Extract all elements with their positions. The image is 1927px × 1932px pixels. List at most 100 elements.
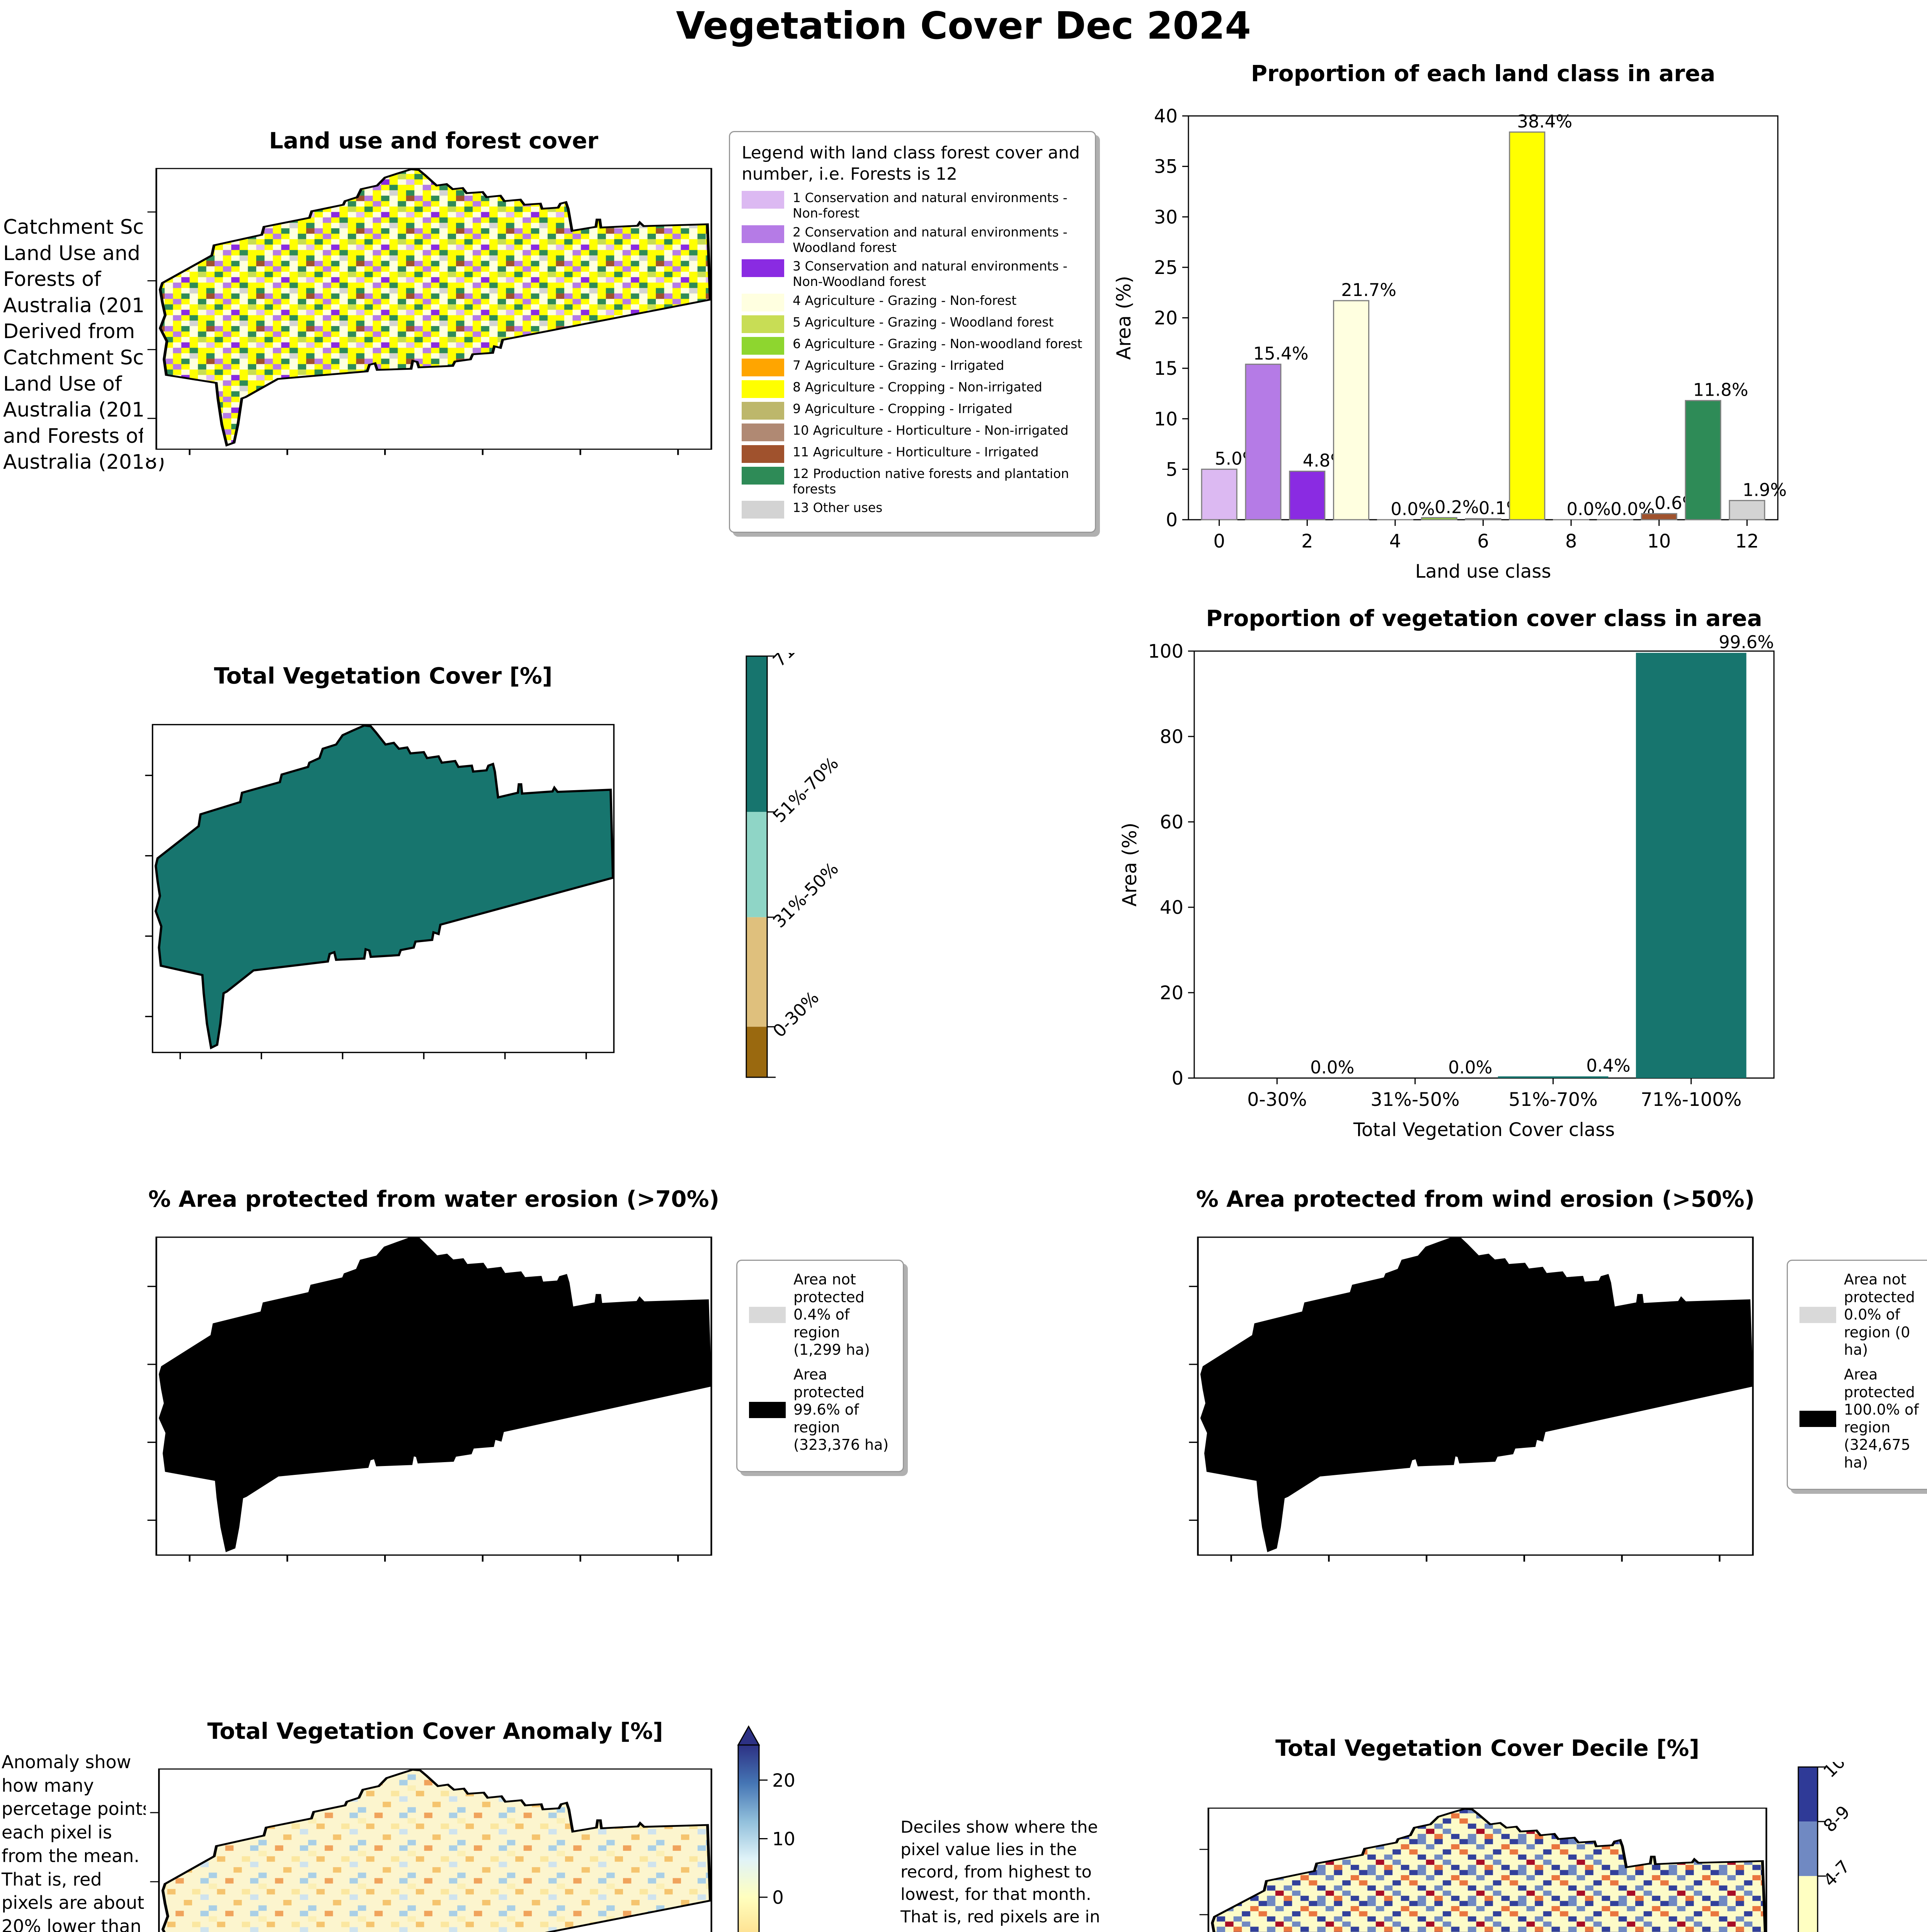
plot-frame	[1193, 650, 1775, 1079]
y-tick-label: 25	[1154, 257, 1178, 279]
wind-map-title: % Area protected from wind erosion (>50%…	[1196, 1186, 1755, 1212]
x-tick-label: 4	[1389, 531, 1401, 552]
bar-value-label: 0.0%	[1391, 499, 1435, 519]
legend-item: 1 Conservation and natural environments …	[742, 190, 1083, 221]
legend-swatch	[742, 293, 784, 311]
colorbar-arrow-top	[737, 1725, 760, 1746]
colorbar-segment	[746, 656, 767, 812]
colorbar-segment	[1798, 1767, 1818, 1822]
vegcover-map-title: Total Vegetation Cover [%]	[214, 663, 553, 689]
colorbar-label: 10	[1819, 1762, 1849, 1782]
x-tick-label: 12	[1735, 531, 1759, 552]
legend-label: 10 Agriculture - Horticulture - Non-irri…	[793, 422, 1069, 438]
decile-note: Deciles show where the pixel value lies …	[901, 1818, 1117, 1932]
y-axis-label: Area (%)	[1113, 276, 1135, 360]
y-axis-label: Area (%)	[1118, 823, 1141, 906]
legend-label: Area not protected 0.4% of region (1,299…	[793, 1271, 870, 1359]
vegcover-colorbar: 71%-100% 51%-70% 31%-50% 0-30%	[746, 653, 850, 1078]
colorbar-tick-label: 0	[772, 1887, 784, 1908]
x-tick-label: 31%-50%	[1370, 1089, 1460, 1111]
x-axis-label: Land use class	[1415, 561, 1551, 582]
legend-item: 7 Agriculture - Grazing - Irrigated	[742, 358, 1083, 376]
bar-value-label: 0.2%	[1435, 497, 1479, 517]
legend-label: 7 Agriculture - Grazing - Irrigated	[793, 357, 1004, 373]
legend-swatch	[1799, 1306, 1836, 1323]
legend-item: 13 Other uses	[742, 500, 1083, 519]
legend-item: 5 Agriculture - Grazing - Woodland fores…	[742, 315, 1083, 333]
x-tick-label: 0	[1213, 531, 1225, 552]
colorbar-tick-label: 10	[772, 1828, 795, 1850]
legend-item: 12 Production native forests and plantat…	[742, 466, 1083, 497]
legend-label: 6 Agriculture - Grazing - Non-woodland f…	[793, 336, 1083, 351]
landuse-map-title: Land use and forest cover	[269, 128, 599, 154]
colorbar-label: 51%-70%	[769, 753, 842, 827]
bar	[1641, 513, 1677, 520]
legend-swatch	[742, 225, 784, 243]
legend-swatch	[742, 466, 784, 485]
legend-swatch	[742, 337, 784, 355]
legend-label: 1 Conservation and natural environments …	[793, 190, 1067, 221]
landuse-legend: Legend with land class forest cover and …	[729, 131, 1096, 533]
legend-label: 11 Agriculture - Horticulture - Irrigate…	[793, 444, 1039, 459]
landuse-legend-items: 1 Conservation and natural environments …	[742, 190, 1083, 519]
legend-swatch	[742, 423, 784, 441]
bar-value-label: 0.0%	[1448, 1057, 1492, 1078]
legend-item: 9 Agriculture - Cropping - Irrigated	[742, 401, 1083, 420]
vegclass-bar-chart: Proportion of vegetation cover class in …	[1118, 605, 1775, 1141]
legend-item: 10 Agriculture - Horticulture - Non-irri…	[742, 423, 1083, 441]
wind-legend: Area not protected 0.0% of region (0 ha)…	[1787, 1260, 1927, 1490]
legend-swatch	[742, 191, 784, 209]
colorbar-segment	[1798, 1876, 1818, 1932]
decile-map-title: Total Vegetation Cover Decile [%]	[1275, 1735, 1699, 1761]
bar	[1685, 400, 1721, 520]
legend-item: 11 Agriculture - Horticulture - Irrigate…	[742, 444, 1083, 463]
legend-label: 9 Agriculture - Cropping - Irrigated	[793, 401, 1013, 416]
colorbar-label: 4-7	[1819, 1856, 1854, 1891]
landuse-legend-title: Legend with land class forest cover and …	[742, 143, 1080, 184]
legend-item: 8 Agriculture - Cropping - Non-irrigated	[742, 379, 1083, 398]
y-tick-label: 40	[1160, 897, 1183, 918]
y-tick-label: 100	[1148, 641, 1183, 662]
page-title: Vegetation Cover Dec 2024	[676, 4, 1251, 48]
legend-swatch	[742, 358, 784, 376]
landclass-bar-chart: Proportion of each land class in area 0 5 1…	[1113, 60, 1787, 582]
landuse-map	[143, 163, 725, 458]
legend-swatch	[742, 315, 784, 333]
bar-value-label: 0.0%	[1310, 1057, 1354, 1078]
colorbar-label: 8-9	[1819, 1801, 1854, 1836]
bar	[1729, 500, 1765, 520]
colorbar-frame	[1798, 1766, 1818, 1932]
wind-erosion-map	[1185, 1231, 1766, 1565]
colorbar-segment	[746, 917, 767, 1027]
y-tick-label: 0	[1166, 509, 1178, 531]
legend-swatch	[742, 380, 784, 398]
y-tick-label: 5	[1166, 459, 1178, 480]
water-erosion-map	[143, 1231, 725, 1565]
decile-colorbar: 108-94-72-31	[1798, 1762, 1854, 1932]
colorbar-segment	[746, 812, 767, 917]
colorbar-frame	[746, 655, 768, 1078]
legend-label: 12 Production native forests and plantat…	[793, 466, 1069, 497]
x-tick-label: 8	[1565, 531, 1577, 552]
legend-item: Area protected 99.6% of region (323,376 …	[749, 1366, 891, 1454]
bar-value-label: 38.4%	[1517, 111, 1572, 132]
bar	[1421, 517, 1457, 520]
x-tick-label: 71%-100%	[1641, 1089, 1741, 1111]
x-tick-label: 10	[1647, 531, 1671, 552]
bar-value-label: 15.4%	[1253, 344, 1309, 364]
y-tick-label: 0	[1171, 1068, 1183, 1089]
x-tick-label: 51%-70%	[1508, 1089, 1598, 1111]
x-tick-label: 0-30%	[1247, 1089, 1307, 1111]
legend-label: 8 Agriculture - Cropping - Non-irrigated	[793, 379, 1042, 395]
bar-value-label: 21.7%	[1341, 280, 1396, 300]
colorbar-segment	[746, 1027, 767, 1077]
bar	[1465, 518, 1501, 520]
legend-item: 4 Agriculture - Grazing - Non-forest	[742, 293, 1083, 311]
legend-label: 13 Other uses	[793, 500, 883, 515]
legend-item: Area not protected 0.4% of region (1,299…	[749, 1271, 891, 1359]
y-tick-label: 30	[1154, 206, 1178, 228]
colorbar-body	[737, 1744, 760, 1932]
legend-label: 4 Agriculture - Grazing - Non-forest	[793, 293, 1017, 308]
colorbar-label: 0-30%	[769, 987, 823, 1041]
